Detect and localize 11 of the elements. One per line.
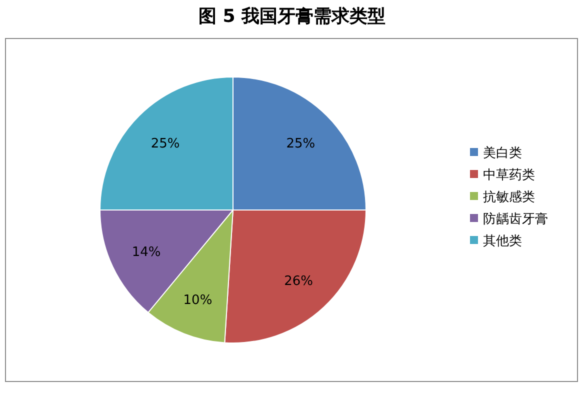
data-label: 26%	[284, 274, 314, 289]
legend-label: 中草药类	[483, 168, 535, 183]
legend-label: 抗敏感类	[483, 190, 535, 205]
title: 图 5 我国牙膏需求类型	[198, 6, 386, 27]
data-label: 14%	[132, 244, 161, 260]
data-label: 25%	[286, 136, 316, 152]
data-label: 10%	[183, 293, 212, 308]
data-label: 25%	[150, 136, 180, 152]
legend-label: 美白类	[483, 145, 522, 161]
legend-label: 防龋齿牙膏	[483, 212, 548, 227]
legend-label: 其他类	[483, 234, 522, 249]
